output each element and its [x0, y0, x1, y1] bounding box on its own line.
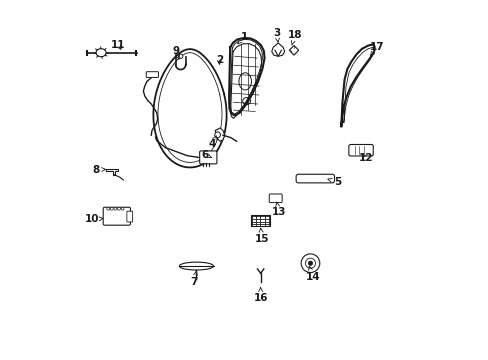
Circle shape — [178, 54, 183, 58]
FancyBboxPatch shape — [146, 72, 158, 77]
Circle shape — [121, 207, 124, 210]
Circle shape — [214, 132, 220, 138]
Bar — [251, 215, 269, 226]
FancyBboxPatch shape — [296, 174, 334, 183]
Circle shape — [110, 207, 113, 210]
FancyBboxPatch shape — [199, 151, 217, 164]
Text: 13: 13 — [271, 202, 285, 217]
Circle shape — [305, 258, 315, 268]
Text: 5: 5 — [327, 177, 341, 187]
Polygon shape — [96, 49, 106, 57]
Text: 17: 17 — [369, 42, 384, 55]
Polygon shape — [271, 43, 284, 56]
FancyBboxPatch shape — [126, 211, 132, 222]
Circle shape — [301, 254, 319, 273]
Circle shape — [117, 207, 120, 210]
Circle shape — [106, 207, 109, 210]
Text: 14: 14 — [305, 266, 319, 282]
Circle shape — [114, 207, 117, 210]
FancyBboxPatch shape — [103, 207, 130, 225]
Polygon shape — [215, 128, 224, 141]
Text: 8: 8 — [92, 165, 105, 175]
Text: 2: 2 — [215, 55, 223, 65]
Text: 15: 15 — [254, 228, 268, 244]
Text: 1: 1 — [237, 32, 247, 44]
Circle shape — [308, 261, 312, 265]
Text: 3: 3 — [273, 28, 280, 42]
Polygon shape — [289, 45, 298, 55]
Text: 9: 9 — [172, 46, 180, 59]
Text: 4: 4 — [208, 136, 216, 149]
Text: 6: 6 — [201, 150, 211, 160]
FancyBboxPatch shape — [348, 144, 372, 156]
Text: 10: 10 — [84, 215, 103, 224]
Text: 12: 12 — [359, 153, 373, 163]
Text: 16: 16 — [253, 288, 267, 303]
Text: 7: 7 — [190, 271, 198, 287]
FancyBboxPatch shape — [269, 194, 282, 203]
Polygon shape — [106, 168, 118, 175]
Text: 18: 18 — [287, 30, 301, 45]
Text: 11: 11 — [111, 40, 125, 50]
